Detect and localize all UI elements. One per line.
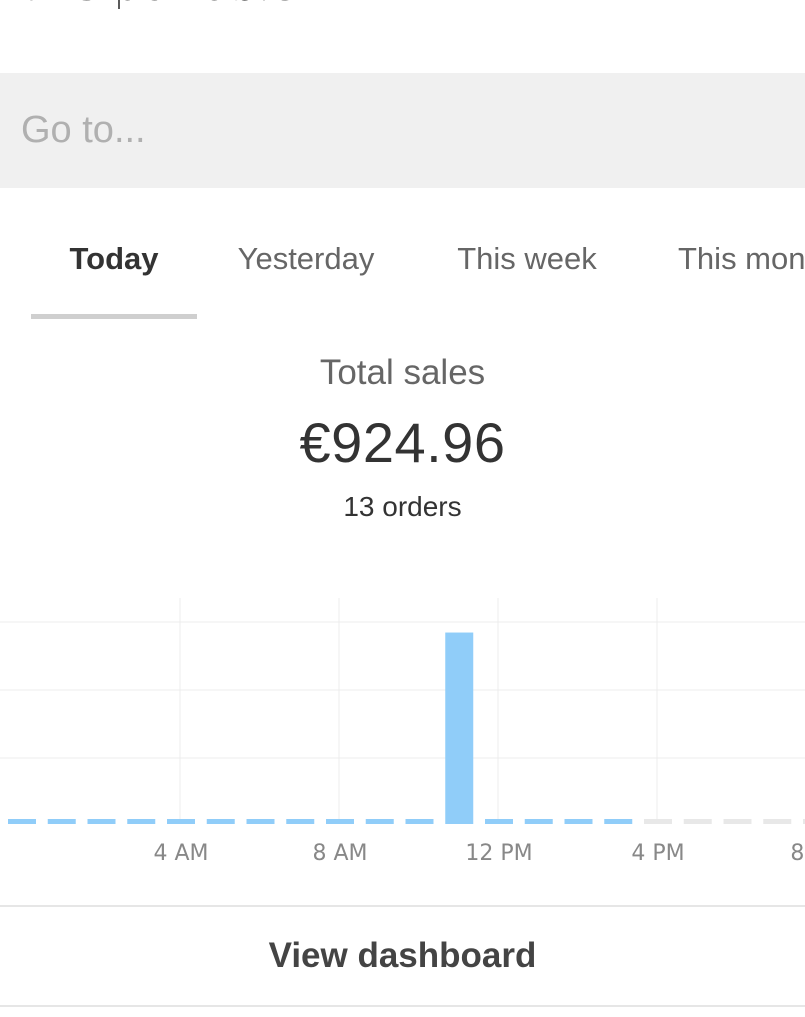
chart-bar: [604, 819, 633, 824]
period-tabs: Today Yesterday This week This mon: [0, 190, 805, 325]
x-tick-label: 4 AM: [153, 841, 208, 866]
page-title-partial: T?C portable: [18, 0, 297, 8]
chart-bar: [524, 819, 553, 824]
chart-bar: [564, 819, 593, 824]
chart-bar: [405, 819, 434, 824]
chart-bar: [365, 819, 394, 824]
chart-bar: [683, 819, 712, 824]
chart-bar: [326, 819, 354, 824]
chart-bar: [47, 819, 76, 824]
chart-bar: [8, 819, 36, 824]
chart-bar: [803, 819, 805, 824]
tab-label: Yesterday: [237, 240, 375, 276]
view-dashboard-button[interactable]: View dashboard: [0, 907, 805, 1005]
chart-bar: [87, 819, 116, 824]
x-tick-label: 4 PM: [631, 841, 684, 866]
tab-label: This mon: [678, 240, 805, 276]
tab-today[interactable]: Today: [31, 190, 197, 325]
chart-bar: [723, 819, 752, 824]
chart-bar: [127, 819, 156, 824]
tab-this-month[interactable]: This mon: [678, 190, 805, 325]
orders-count: 13 orders: [343, 491, 462, 522]
x-tick-label: 8 AM: [312, 841, 367, 866]
tab-label: This week: [457, 240, 597, 276]
chart-bar: [445, 632, 474, 824]
tab-yesterday[interactable]: Yesterday: [215, 190, 397, 325]
tab-this-week[interactable]: This week: [436, 190, 618, 325]
chart-bar: [763, 819, 792, 824]
search-input[interactable]: [21, 73, 791, 188]
hourly-sales-chart: 4 AM 8 AM 12 PM 4 PM 8 PM: [0, 598, 805, 866]
chart-bar: [485, 819, 513, 824]
x-tick-label: 12 PM: [465, 841, 532, 866]
chart-bar: [246, 819, 275, 824]
chart-bar: [286, 819, 315, 824]
active-tab-indicator: [31, 314, 197, 319]
total-sales-amount: €924.96: [299, 411, 506, 474]
chart-bar: [167, 819, 195, 824]
total-sales-label: Total sales: [319, 353, 486, 392]
divider: [0, 905, 805, 907]
x-tick-label: 8 PM: [790, 841, 805, 866]
chart-bar: [644, 819, 672, 824]
search-bar: [0, 73, 805, 188]
chart-bar: [206, 819, 235, 824]
divider: [0, 1005, 805, 1007]
tab-label: Today: [69, 240, 159, 276]
